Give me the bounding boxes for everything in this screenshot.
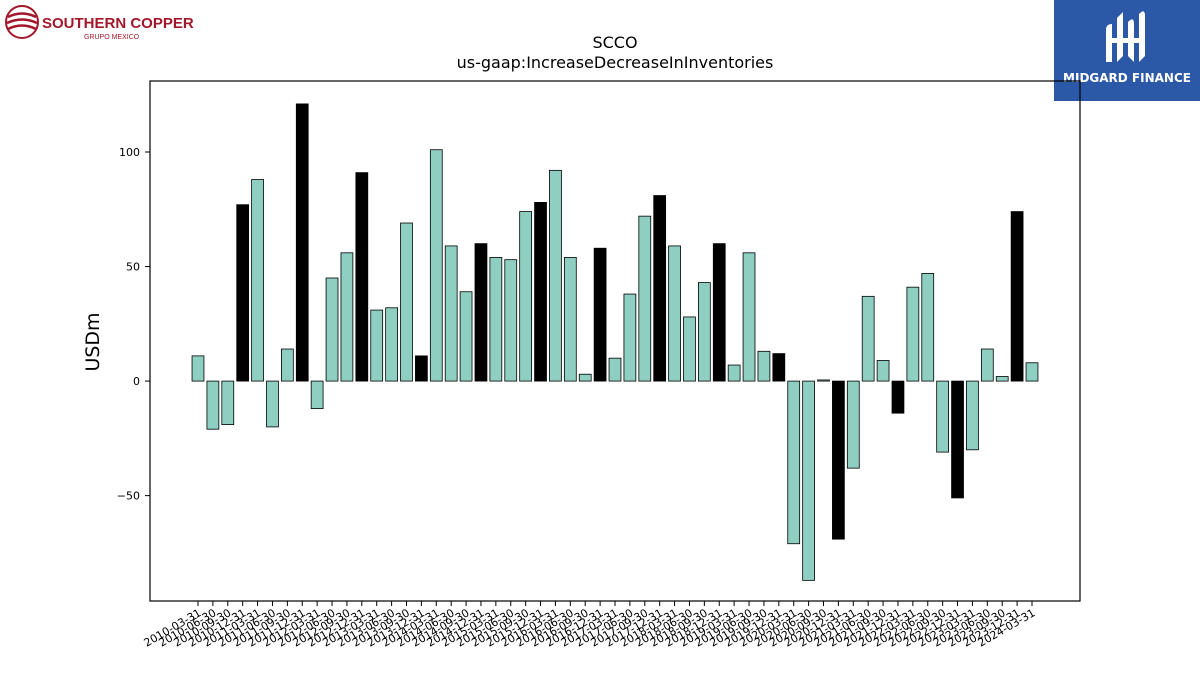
copper-circle-icon [5, 5, 39, 39]
bar-2020-03-31 [787, 380, 801, 545]
bar-2015-06-30 [504, 259, 518, 382]
y-tick-label: 0 [133, 375, 140, 388]
bar-2014-09-30 [459, 291, 473, 382]
southern-copper-logo: SOUTHERN COPPER GRUPO MEXICO [4, 4, 194, 44]
bar-2014-03-31 [429, 149, 443, 382]
chart-title: SCCO [592, 33, 637, 52]
y-tick-label: 100 [119, 146, 140, 159]
x-axis: 2010-03-312010-06-302010-09-302010-12-31… [142, 601, 1038, 650]
y-tick-label: −50 [117, 490, 140, 503]
bar-2010-03-31 [191, 355, 205, 382]
bar-2015-12-31 [534, 202, 547, 382]
bar-2010-09-30 [221, 380, 235, 426]
bar-2022-09-30 [936, 380, 950, 453]
southern-copper-sub: GRUPO MEXICO [84, 34, 140, 41]
bar-2013-03-31 [370, 309, 384, 382]
midgard-mark-icon [1106, 11, 1145, 62]
bar-2023-09-30 [995, 376, 1009, 382]
bar-2023-12-31 [1010, 211, 1024, 382]
bar-2011-06-30 [266, 380, 279, 428]
bar-2019-12-31 [772, 353, 786, 382]
bar-2011-12-31 [295, 103, 309, 382]
bar-2021-03-31 [846, 380, 860, 469]
midgard-finance-logo: MIDGARD FINANCE [1054, 0, 1200, 101]
plot-frame [149, 80, 1081, 602]
bar-2018-12-31 [712, 243, 726, 382]
bar-2018-03-31 [668, 245, 681, 382]
bar-2020-12-31 [832, 380, 845, 540]
bar-2013-06-30 [385, 307, 398, 382]
bar-2015-03-31 [489, 256, 503, 382]
bar-2018-09-30 [698, 282, 711, 382]
bar-2019-03-31 [727, 364, 741, 382]
bar-2017-09-30 [638, 215, 652, 382]
bar-2019-06-30 [742, 252, 756, 382]
bar-2014-06-30 [444, 245, 458, 382]
bar-2020-09-30 [817, 379, 830, 382]
bar-2017-03-31 [608, 357, 622, 382]
bar-2021-09-30 [876, 360, 890, 382]
bar-2021-06-30 [861, 295, 875, 382]
bar-2022-12-31 [951, 380, 964, 499]
chart-subtitle: us-gaap:IncreaseDecreaseInInventories [457, 53, 774, 72]
bar-2021-12-31 [891, 380, 905, 414]
bar-2012-09-30 [340, 252, 354, 382]
bar-2023-06-30 [980, 348, 994, 382]
bar-2017-12-31 [653, 195, 667, 382]
bar-2023-03-31 [966, 380, 979, 451]
bar-2013-09-30 [400, 222, 413, 382]
bar-2010-06-30 [206, 380, 220, 430]
bar-2020-06-30 [802, 380, 815, 581]
bar-2012-03-31 [310, 380, 324, 409]
bar-2015-09-30 [519, 211, 533, 382]
bar-2013-12-31 [415, 355, 428, 382]
bar-2024-03-31 [1025, 362, 1039, 382]
bar-2016-03-31 [549, 169, 562, 382]
bar-2016-06-30 [563, 256, 577, 382]
bar-2018-06-30 [683, 316, 696, 382]
bars-group [191, 103, 1039, 581]
bar-2012-12-31 [355, 172, 369, 382]
bar-2010-12-31 [236, 204, 250, 382]
bar-2014-12-31 [474, 243, 488, 382]
bar-2022-03-31 [906, 286, 920, 382]
bar-2011-03-31 [251, 179, 264, 382]
bar-2022-06-30 [921, 273, 935, 382]
y-tick-label: 50 [126, 261, 140, 274]
bar-2012-06-30 [325, 277, 339, 382]
bar-2016-12-31 [593, 247, 607, 382]
y-axis-label: USDm [82, 312, 104, 371]
bar-2011-09-30 [280, 348, 294, 382]
bar-2016-09-30 [578, 373, 592, 382]
bar-2017-06-30 [623, 293, 637, 382]
midgard-finance-name: MIDGARD FINANCE [1063, 71, 1191, 85]
southern-copper-name: SOUTHERN COPPER [42, 15, 194, 32]
bar-2019-09-30 [757, 350, 771, 382]
y-axis: −50 0 50 100 [117, 146, 150, 503]
